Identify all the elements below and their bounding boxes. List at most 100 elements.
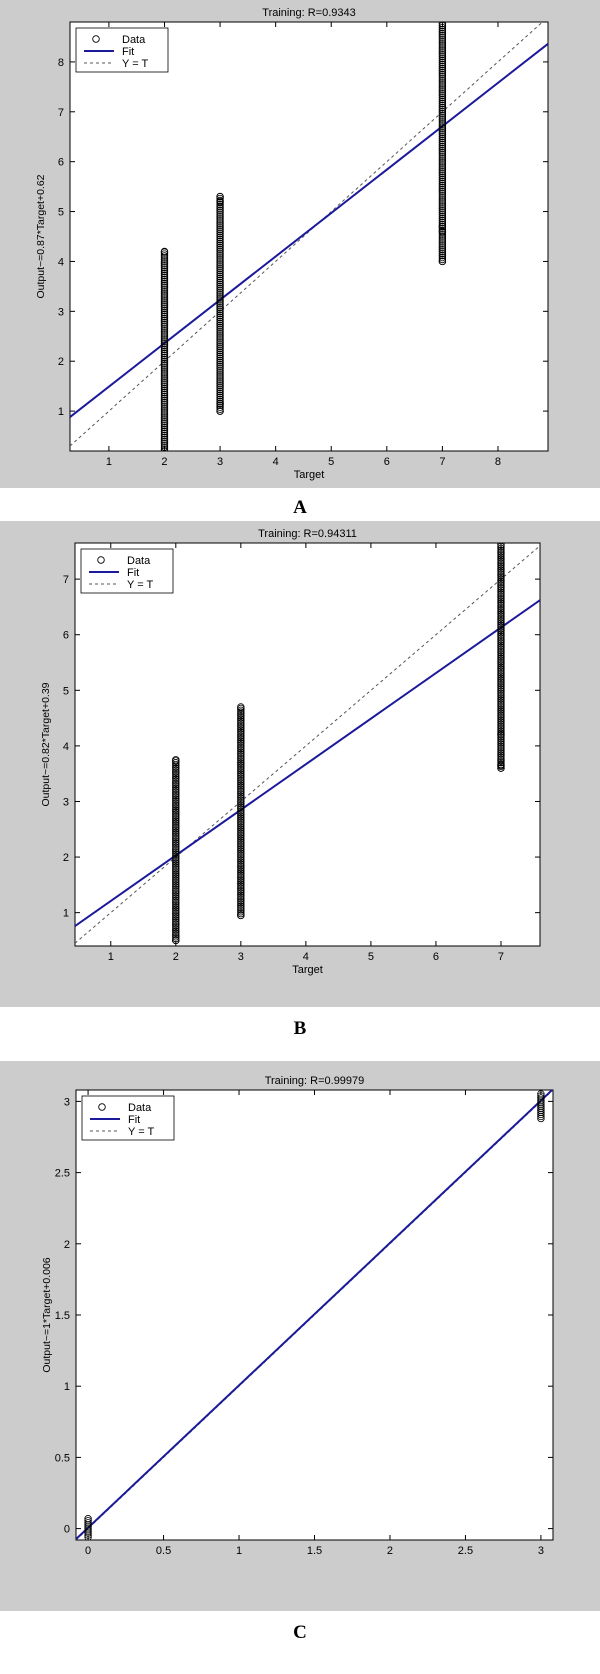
chart-b-data-point [172,799,180,807]
chart-a-x-tick-label: 1 [106,456,112,468]
chart-b-data-point [237,778,245,786]
chart-a-data-point [216,237,224,246]
chart-b-data-point [172,797,180,805]
chart-b-data-point [237,792,245,801]
chart-b-data-point [237,856,245,865]
chart-c-data-point [537,1108,545,1117]
chart-a-data-point [216,284,224,292]
chart-b-data-point [497,687,505,695]
chart-c-x-tick-label: 0 [85,1545,91,1557]
chart-a-data-point [216,222,224,230]
chart-a-data-point [160,293,169,301]
chart-b-data-point [172,890,180,899]
chart-b-x-tick-label: 2 [173,951,179,963]
chart-b-data-point [237,781,245,790]
chart-a-data-point [160,287,169,295]
chart-b-data-point [172,927,180,935]
chart-b-data-point [237,779,245,788]
chart-a-data-point [216,319,224,328]
chart-b-data-point [497,663,505,672]
chart-a-data-point [438,162,447,170]
chart-b-x-axis-label: Target [292,964,323,976]
chart-b-data-point [497,616,505,624]
chart-b-data-point [172,876,180,884]
chart-a-data-point [160,285,169,293]
chart-a-data-point [160,423,169,432]
chart-a-data-point [216,380,224,388]
chart-a-data-point [216,224,224,232]
chart-a-data-point [160,332,169,340]
chart-a-data-point [216,210,224,218]
chart-a-data-point [160,412,169,420]
chart-b-data-point [172,857,180,866]
chart-b-legend-label: Data [127,555,151,567]
chart-a-data-point [160,363,169,371]
chart-a-data-point [160,418,169,426]
chart-a-data-point [216,348,224,357]
chart-b-data-point [497,594,505,602]
chart-a-data-point [160,379,169,387]
chart-a-data-point [438,64,447,73]
chart-b-data-point [497,753,505,761]
chart-a-data-point [438,193,447,201]
chart-a-data-point [438,152,447,160]
chart-b-data-point [497,599,505,607]
chart-b-data-point [237,746,245,755]
chart-a-data-point [160,361,169,369]
chart-a-data-point [160,326,169,334]
chart-a-data-point [160,345,169,354]
chart-b-data-point [497,634,505,642]
chart-b-data-point [237,713,245,722]
chart-a-data-point [438,45,447,53]
chart-a-data-point [438,220,447,229]
chart-a-data-point [216,382,224,390]
chart-b-data-point [497,610,505,618]
chart-b-data-point [497,606,505,615]
chart-a-data-point [160,347,169,356]
chart-a-data-point [438,253,447,262]
chart-b-data-point [172,868,180,877]
chart-b-data-point [172,823,180,831]
chart-a-data-point [160,318,169,326]
chart-b-data-point [497,573,505,582]
chart-b-data-point [497,548,505,556]
chart-b-data-point [237,761,245,769]
chart-b-data-point [172,901,180,910]
chart-a-data-point [160,382,169,391]
chart-b-data-point [237,845,245,854]
chart-a-data-point [160,390,169,399]
chart-b-data-point [497,744,505,752]
chart-a-data-point [438,130,447,139]
chart-a-data-point [160,353,169,362]
chart-b-data-point [497,725,505,734]
chart-b-data-point [497,742,505,750]
chart-a-data-point [160,267,169,276]
chart-b-data-point [497,654,505,662]
chart-b-data-point [497,555,505,563]
chart-a-data-point [216,206,224,214]
chart-a-data-point [160,334,169,342]
chart-a-data-point [438,60,447,69]
chart-a-data-point [438,117,447,125]
chart-b-data-point [172,885,180,893]
chart-a-data-point [216,253,224,261]
chart-a-data-point [438,58,447,67]
chart-a-x-tick-label: 6 [384,456,390,468]
chart-c-x-tick-label: 1.5 [307,1545,322,1557]
chart-a-data-point [160,425,169,434]
chart-c-data-point [84,1521,92,1529]
chart-b-data-point [237,860,245,868]
chart-a-data-point [216,376,224,384]
chart-b-data-point [237,832,245,841]
chart-b-data-point [172,770,180,778]
chart-c-title: Training: R=0.99979 [265,1075,365,1087]
chart-b-data-point [237,801,245,810]
chart-b-data-point [172,777,180,785]
chart-b-data-point [237,893,245,901]
chart-a-data-point [438,201,447,209]
chart-a-data-point [438,185,447,193]
chart-a-data-point [160,404,169,412]
chart-b-data-point [497,559,505,567]
chart-a-data-point [438,51,447,59]
chart-a-data-point [160,447,169,451]
